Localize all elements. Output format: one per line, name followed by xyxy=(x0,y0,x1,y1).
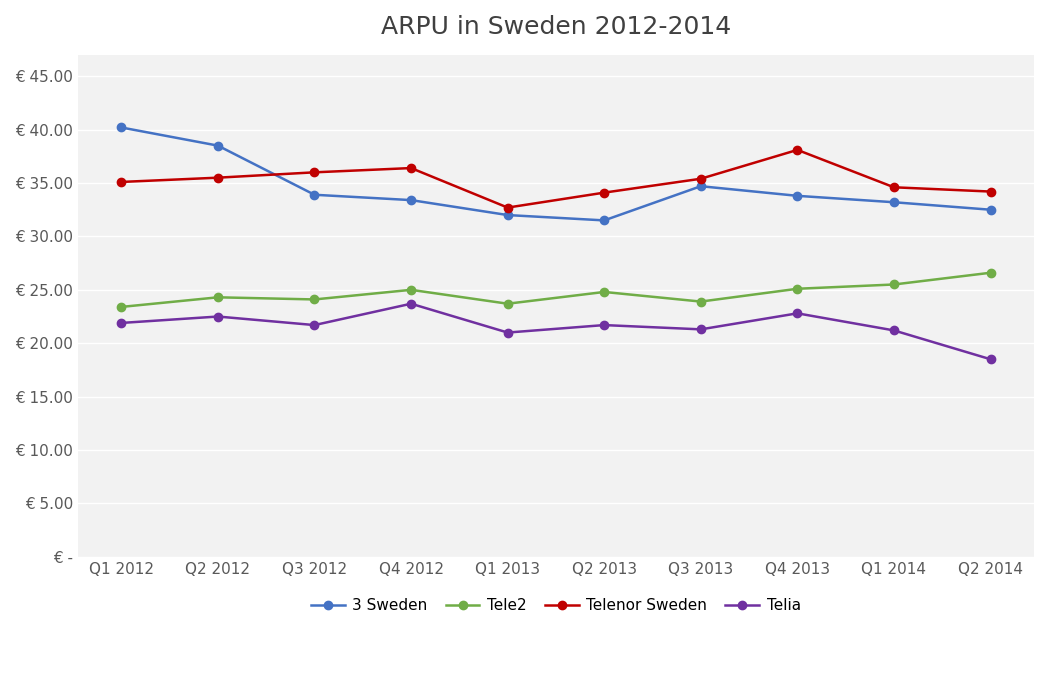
Legend: 3 Sweden, Tele2, Telenor Sweden, Telia: 3 Sweden, Tele2, Telenor Sweden, Telia xyxy=(305,593,807,620)
Title: ARPU in Sweden 2012-2014: ARPU in Sweden 2012-2014 xyxy=(381,15,731,39)
